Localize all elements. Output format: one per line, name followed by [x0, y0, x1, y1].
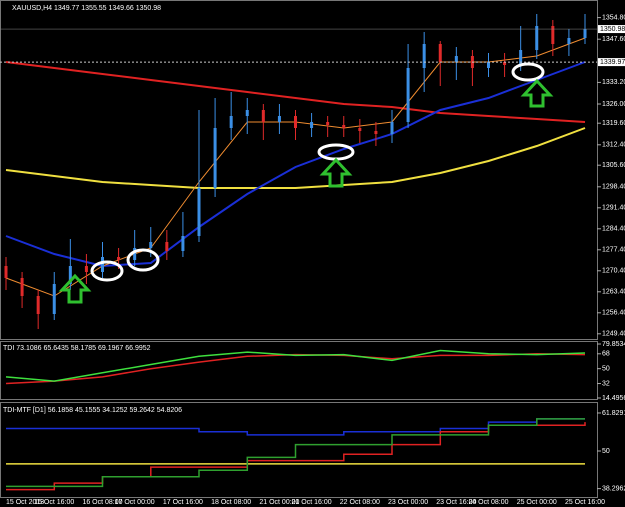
- y-tick-label: 1354.80: [602, 14, 625, 21]
- y-tick-label: 1333.20: [602, 79, 625, 86]
- y-tick-label: 1298.40: [602, 184, 625, 191]
- moving-average: [5, 61, 586, 123]
- candle-body: [535, 26, 539, 50]
- candle-body: [326, 122, 330, 125]
- indicator-line: [6, 418, 585, 488]
- candle-body: [101, 257, 104, 272]
- y-tick-label: 14.4956: [602, 395, 625, 402]
- y-tick-label: 1270.40: [602, 268, 625, 275]
- candle-body: [197, 188, 201, 236]
- y-tick-label: 50: [602, 366, 610, 373]
- candle-body: [213, 128, 217, 188]
- y-tick-label: 1263.40: [602, 289, 625, 296]
- price-label: 1350.98: [600, 26, 625, 33]
- x-tick-label: 16 Oct 08:00: [82, 499, 122, 506]
- candle-body: [583, 29, 587, 38]
- highlight-ellipse: [90, 260, 124, 282]
- y-tick-label: 1312.40: [602, 142, 625, 149]
- price-box: [598, 25, 625, 34]
- x-tick-label: 21 Oct 00:00: [259, 499, 299, 506]
- y-tick-label: 50: [602, 448, 610, 455]
- candle-body: [422, 44, 426, 68]
- highlight-ellipse: [511, 62, 545, 82]
- candle-body: [454, 56, 458, 62]
- candle-body: [390, 122, 394, 134]
- candle-body: [503, 62, 507, 65]
- up-arrow: [58, 273, 92, 304]
- y-tick-label: 1249.40: [602, 331, 625, 338]
- x-tick-label: 22 Oct 08:00: [340, 499, 380, 506]
- candle-body: [36, 296, 40, 314]
- x-tick-label: 17 Oct 00:00: [115, 499, 155, 506]
- y-tick-label: 61.8291: [602, 410, 625, 417]
- indicator-line: [5, 349, 586, 382]
- candle-body: [294, 116, 297, 128]
- panel-title: TDI-MTF [D1] 56.1858 45.1555 34.1252 59.…: [3, 407, 182, 414]
- y-tick-label: 1326.00: [602, 101, 625, 108]
- candle-body: [567, 38, 571, 44]
- indicator-line: [5, 353, 586, 385]
- candle-body: [20, 278, 24, 296]
- x-tick-label: 24 Oct 08:00: [468, 499, 508, 506]
- y-tick-label: 1319.60: [602, 120, 625, 127]
- x-tick-label: 23 Oct 00:00: [388, 499, 428, 506]
- y-tick-label: 1291.40: [602, 205, 625, 212]
- highlight-ellipse: [126, 248, 160, 272]
- moving-average: [5, 127, 586, 189]
- candle-body: [149, 242, 153, 248]
- y-tick-label: 79.8534: [602, 341, 625, 348]
- y-tick-label: 1256.40: [602, 310, 625, 317]
- candle-body: [342, 125, 346, 128]
- indicator-line: [6, 418, 585, 436]
- y-tick-label: 32: [602, 380, 610, 387]
- x-tick-label: 25 Oct 00:00: [517, 499, 557, 506]
- y-tick-label: 1277.40: [602, 247, 625, 254]
- y-tick-label: 38.2962: [602, 485, 625, 492]
- main-panel: [0, 0, 598, 340]
- panel-title: TDI 73.1086 65.6435 58.1785 69.1967 66.9…: [3, 345, 151, 352]
- candle-body: [551, 26, 555, 44]
- candle-body: [438, 44, 442, 62]
- candle-body: [310, 122, 314, 128]
- candle-body: [245, 110, 249, 116]
- y-tick-label: 68: [602, 351, 610, 358]
- price-label: 1339.97: [600, 59, 625, 66]
- x-tick-label: 21 Oct 16:00: [292, 499, 332, 506]
- y-tick-label: 1305.60: [602, 162, 625, 169]
- price-box: [598, 58, 625, 67]
- candle-body: [84, 266, 88, 272]
- tdi-panel: [0, 341, 598, 400]
- candle-body: [487, 62, 490, 68]
- candle-body: [406, 68, 410, 122]
- candle-body: [358, 128, 362, 131]
- candle-body: [277, 116, 281, 122]
- mtf-panel: [0, 402, 598, 498]
- candle-body: [52, 284, 56, 314]
- x-tick-label: 25 Oct 16:00: [565, 499, 605, 506]
- x-tick-label: 23 Oct 16:00: [436, 499, 476, 506]
- up-arrow: [319, 157, 353, 188]
- candle-body: [374, 131, 378, 134]
- y-tick-label: 1347.60: [602, 36, 625, 43]
- candle-body: [165, 242, 169, 251]
- panel-title: XAUUSD,H4 1349.77 1355.55 1349.66 1350.9…: [12, 5, 161, 12]
- y-tick-label: 1284.40: [602, 226, 625, 233]
- x-tick-label: 15 Oct 16:00: [34, 499, 74, 506]
- candle-body: [117, 257, 121, 260]
- candle-body: [229, 116, 233, 128]
- candle-body: [181, 236, 185, 251]
- up-arrow: [520, 78, 554, 108]
- x-tick-label: 17 Oct 16:00: [163, 499, 203, 506]
- annotations: [58, 62, 554, 304]
- x-tick-label: 18 Oct 08:00: [211, 499, 251, 506]
- candle-body: [133, 248, 137, 260]
- candle-body: [4, 266, 8, 278]
- candle-body: [519, 50, 523, 65]
- x-tick-label: 15 Oct 2013: [6, 499, 44, 506]
- candle-body: [261, 110, 265, 122]
- candle-body: [68, 266, 72, 284]
